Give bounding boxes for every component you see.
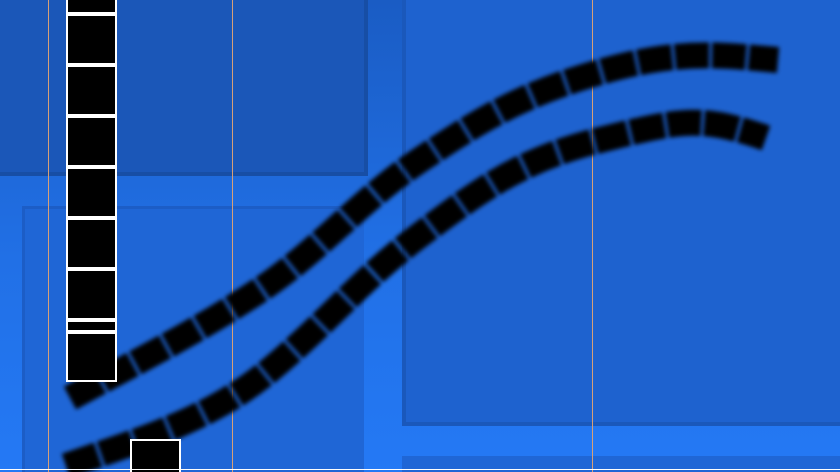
wave-trail-upper bbox=[63, 42, 780, 410]
ground-block bbox=[130, 439, 181, 472]
pillar-block bbox=[66, 320, 117, 332]
pillar-block bbox=[66, 14, 117, 65]
ground-line bbox=[0, 469, 840, 470]
background-panel-top-left bbox=[0, 0, 368, 176]
background-panel-bottom-right bbox=[402, 456, 840, 472]
guide-line-2 bbox=[232, 0, 233, 472]
pillar-block bbox=[66, 218, 117, 269]
guide-line-1 bbox=[48, 0, 49, 472]
pillar-block bbox=[66, 167, 117, 218]
pillar-block bbox=[66, 0, 117, 14]
pillar-block bbox=[66, 65, 117, 116]
pillar-block bbox=[66, 269, 117, 320]
pillar-block bbox=[66, 332, 117, 382]
guide-line-3 bbox=[592, 0, 593, 472]
pillar-block bbox=[66, 116, 117, 167]
wave-trail-lower bbox=[61, 109, 771, 472]
